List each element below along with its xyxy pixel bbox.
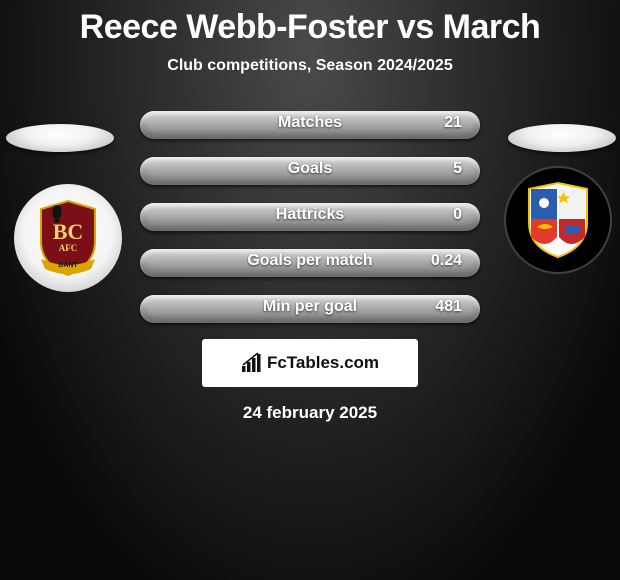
avatar-oval-right [508,124,616,152]
page-title: Reece Webb-Foster vs March [0,0,620,47]
stat-bar: Matches 21 [140,111,480,139]
svg-text:BC: BC [53,219,84,244]
stat-bar: Goals per match 0.24 [140,249,480,277]
stat-label: Matches [278,114,342,132]
shield-icon [525,181,591,259]
stat-value: 5 [453,160,462,178]
brand-logo: FcTables.com [202,339,418,387]
stat-value: 0.24 [431,252,462,270]
svg-text:AFC: AFC [59,243,78,253]
stat-bar: Hattricks 0 [140,203,480,231]
brand-text: FcTables.com [267,353,379,373]
stat-bar: Min per goal 481 [140,295,480,323]
stat-label: Hattricks [276,206,344,224]
stat-label: Min per goal [263,298,357,316]
stat-bar: Goals 5 [140,157,480,185]
stat-value: 21 [444,114,462,132]
bars-icon [241,352,263,374]
stat-label: Goals [288,160,332,178]
shield-icon: BC AFC BANT [35,199,101,277]
stat-value: 481 [435,298,462,316]
date-label: 24 february 2025 [0,403,620,423]
stats-list: Matches 21 Goals 5 Hattricks 0 Goals per… [140,111,480,323]
subtitle: Club competitions, Season 2024/2025 [0,57,620,75]
avatar-oval-left [6,124,114,152]
club-crest-left: BC AFC BANT [14,184,122,292]
stat-value: 0 [453,206,462,224]
club-crest-right [504,166,612,274]
stat-label: Goals per match [247,252,372,270]
svg-text:BANT: BANT [58,262,78,269]
